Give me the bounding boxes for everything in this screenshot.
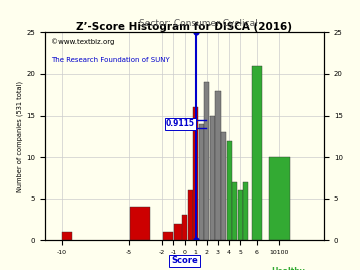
Text: ©www.textbiz.org: ©www.textbiz.org xyxy=(50,39,114,45)
Bar xyxy=(130,207,150,240)
Bar xyxy=(252,66,262,240)
Bar xyxy=(182,215,187,240)
Title: Z’-Score Histogram for DISCA (2016): Z’-Score Histogram for DISCA (2016) xyxy=(76,22,292,32)
Bar xyxy=(232,182,237,240)
Y-axis label: Number of companies (531 total): Number of companies (531 total) xyxy=(17,81,23,192)
Bar xyxy=(243,182,248,240)
Bar xyxy=(269,157,290,240)
Bar xyxy=(226,140,232,240)
X-axis label: Score: Score xyxy=(171,256,198,265)
Bar xyxy=(62,232,72,240)
Text: Sector: Consumer Cyclical: Sector: Consumer Cyclical xyxy=(139,19,257,28)
Bar xyxy=(188,190,193,240)
Text: 0.9115: 0.9115 xyxy=(166,119,195,128)
Bar xyxy=(163,232,173,240)
Bar xyxy=(204,82,210,240)
Bar xyxy=(199,124,204,240)
Text: The Research Foundation of SUNY: The Research Foundation of SUNY xyxy=(50,57,169,63)
Bar xyxy=(210,116,215,240)
Bar xyxy=(174,224,184,240)
Text: Healthy: Healthy xyxy=(271,267,305,270)
Bar xyxy=(238,190,243,240)
Bar xyxy=(193,107,198,240)
Bar xyxy=(221,132,226,240)
Bar xyxy=(215,91,221,240)
